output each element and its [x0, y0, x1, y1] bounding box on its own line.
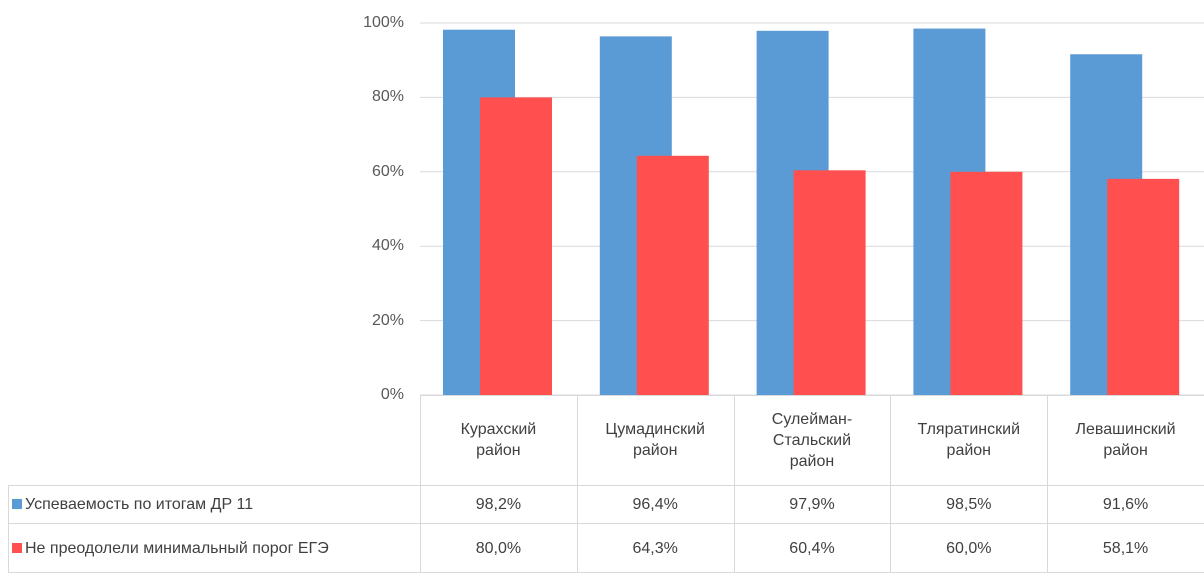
bar — [950, 171, 1023, 395]
data-label: 64,3% — [632, 539, 678, 557]
bar — [480, 97, 552, 396]
x-tick-cell: Курахский район — [420, 395, 577, 485]
data-label: 58,1% — [1102, 539, 1149, 557]
y-tick-label: 0% — [380, 386, 404, 403]
x-tick-cell: Сулейман-Стальский район — [734, 395, 891, 485]
data-label: 97,9% — [789, 495, 835, 513]
data-label: 80,0% — [475, 539, 522, 557]
legend-cell: Успеваемость по итогам ДР 11 — [8, 485, 420, 523]
legend-label: Успеваемость по итогам ДР 11 — [25, 495, 254, 513]
bar — [793, 170, 866, 395]
y-tick-label: 80% — [371, 88, 404, 106]
x-tick-cell: Цумадинский район — [577, 395, 734, 485]
legend-swatch — [12, 499, 22, 509]
data-label: 98,5% — [946, 495, 992, 513]
data-label: 96,4% — [632, 495, 678, 513]
table-lines — [8, 485, 1204, 573]
x-tick-label: Левашинский район — [1075, 421, 1176, 459]
data-label: 91,6% — [1102, 495, 1149, 513]
x-tick-cell: Левашинский район — [1047, 395, 1204, 485]
x-tick-cell: Тляратинский район — [890, 395, 1047, 485]
x-tick-label: Цумадинский район — [605, 421, 705, 459]
legend-swatch — [12, 543, 22, 553]
x-tick-label: Курахский район — [460, 421, 537, 459]
bar — [1107, 178, 1180, 395]
x-tick-label: Сулейман-Стальский район — [771, 410, 853, 470]
data-label: 98,2% — [475, 495, 522, 513]
y-tick-label: 20% — [371, 311, 404, 329]
legend-cell: Не преодолели минимальный порог ЕГЭ — [8, 523, 420, 573]
bar — [636, 155, 709, 395]
legend-label: Не преодолели минимальный порог ЕГЭ — [25, 539, 329, 557]
y-tick-label: 60% — [371, 162, 404, 180]
y-tick-label: 40% — [371, 237, 404, 255]
data-label: 60,0% — [946, 539, 992, 557]
y-tick-label: 100% — [363, 14, 404, 31]
data-label: 60,4% — [789, 539, 835, 557]
x-tick-label: Тляратинский район — [917, 421, 1021, 459]
